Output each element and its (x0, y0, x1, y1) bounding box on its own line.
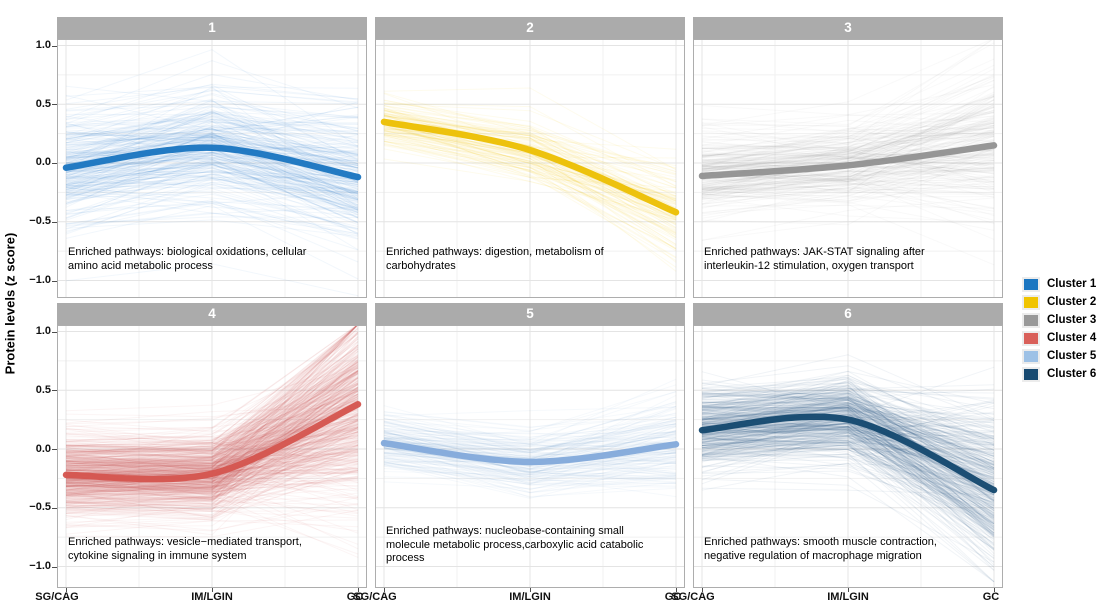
y-tick-label: −0.5 (29, 215, 51, 227)
legend-item-cluster-2: Cluster 2 (1022, 293, 1096, 311)
legend-label: Cluster 4 (1047, 332, 1097, 344)
y-tick-label: 0.5 (35, 98, 51, 110)
facet-strip: 4 (57, 303, 367, 325)
legend-label: Cluster 5 (1047, 350, 1097, 362)
legend-item-cluster-4: Cluster 4 (1022, 329, 1096, 347)
facet-panel-4: 4 Enriched pathways: vesicle−mediated tr… (57, 303, 367, 588)
cluster-3-plot (693, 39, 1003, 298)
x-tick-label: GC (982, 591, 1000, 603)
axis-tick (52, 331, 57, 333)
cluster-1-plot (57, 39, 367, 298)
x-tick-label: GC (346, 591, 364, 603)
axis-tick (52, 449, 57, 450)
axis-tick (384, 588, 385, 592)
legend-key (1022, 330, 1040, 346)
cluster-5-swatch (1024, 350, 1038, 362)
cluster-legend: Cluster 1 Cluster 2 Cluster 3 Cluster 4 … (1022, 275, 1096, 383)
legend-label: Cluster 6 (1047, 368, 1097, 380)
legend-label: Cluster 1 (1047, 278, 1097, 290)
x-tick-label: SG/CAG (671, 591, 715, 603)
legend-key (1022, 348, 1040, 364)
x-tick-label: IM/LGIN (509, 591, 551, 603)
axis-tick (358, 588, 359, 592)
axis-tick (52, 390, 57, 392)
axis-tick (52, 45, 57, 47)
pathway-annotation: Enriched pathways: nucleobase-containing… (386, 525, 644, 564)
legend-key (1022, 312, 1040, 328)
axis-tick (52, 280, 57, 282)
facet-panel-2: 2 Enriched pathways: digestion, metaboli… (375, 17, 685, 298)
pathway-annotation: Enriched pathways: JAK-STAT signaling af… (704, 246, 925, 272)
axis-tick (676, 588, 677, 592)
cluster-3-swatch (1024, 314, 1038, 326)
facet-strip: 3 (693, 17, 1003, 39)
cluster-4-swatch (1024, 332, 1038, 344)
facet-panel-3: 3 Enriched pathways: JAK-STAT signaling … (693, 17, 1003, 298)
pathway-annotation: Enriched pathways: smooth muscle contrac… (704, 536, 937, 562)
cluster-4-plot (57, 325, 367, 588)
cluster-2-plot (375, 39, 685, 298)
facet-strip: 6 (693, 303, 1003, 325)
axis-tick (66, 588, 67, 592)
legend-item-cluster-3: Cluster 3 (1022, 311, 1096, 329)
axis-tick (52, 104, 57, 106)
cluster-2-swatch (1024, 296, 1038, 308)
facet-strip: 5 (375, 303, 685, 325)
facet-strip: 1 (57, 17, 367, 39)
legend-key (1022, 294, 1040, 310)
axis-tick (702, 588, 703, 592)
axis-tick (530, 588, 531, 592)
axis-tick (52, 566, 57, 568)
legend-item-cluster-1: Cluster 1 (1022, 275, 1096, 293)
facet-strip: 2 (375, 17, 685, 39)
y-tick-label: −0.5 (29, 501, 51, 513)
y-tick-label: −1.0 (29, 274, 51, 286)
legend-label: Cluster 2 (1047, 296, 1097, 308)
x-tick-label: IM/LGIN (191, 591, 233, 603)
axis-tick (52, 507, 57, 509)
legend-key (1022, 366, 1040, 382)
x-tick-label: IM/LGIN (827, 591, 869, 603)
legend-item-cluster-5: Cluster 5 (1022, 347, 1096, 365)
x-tick-label: GC (664, 591, 682, 603)
legend-label: Cluster 3 (1047, 314, 1097, 326)
cluster-6-swatch (1024, 368, 1038, 380)
facet-panel-6: 6 Enriched pathways: smooth muscle contr… (693, 303, 1003, 588)
y-tick-label: 0.5 (35, 384, 51, 396)
y-tick-label: 1.0 (35, 39, 51, 51)
y-tick-label: 0.0 (35, 443, 51, 455)
pathway-annotation: Enriched pathways: digestion, metabolism… (386, 246, 604, 272)
axis-tick (848, 588, 849, 592)
pathway-annotation: Enriched pathways: biological oxidations… (68, 246, 307, 272)
y-tick-label: −1.0 (29, 560, 51, 572)
axis-tick (52, 221, 57, 223)
x-tick-label: SG/CAG (35, 591, 79, 603)
cluster-1-swatch (1024, 278, 1038, 290)
cluster-5-plot (375, 325, 685, 588)
pathway-annotation: Enriched pathways: vesicle−mediated tran… (68, 536, 302, 562)
x-tick-label: SG/CAG (353, 591, 397, 603)
y-axis-title: Protein levels (z score) (2, 232, 18, 375)
axis-tick (52, 163, 57, 164)
cluster-6-plot (693, 325, 1003, 588)
axis-tick (212, 588, 213, 592)
y-tick-label: 1.0 (35, 325, 51, 337)
axis-tick (994, 588, 995, 592)
legend-item-cluster-6: Cluster 6 (1022, 365, 1096, 383)
legend-key (1022, 276, 1040, 292)
facet-panel-5: 5 Enriched pathways: nucleobase-containi… (375, 303, 685, 588)
y-tick-label: 0.0 (35, 156, 51, 168)
facet-panel-1: 1 Enriched pathways: biological oxidatio… (57, 17, 367, 298)
